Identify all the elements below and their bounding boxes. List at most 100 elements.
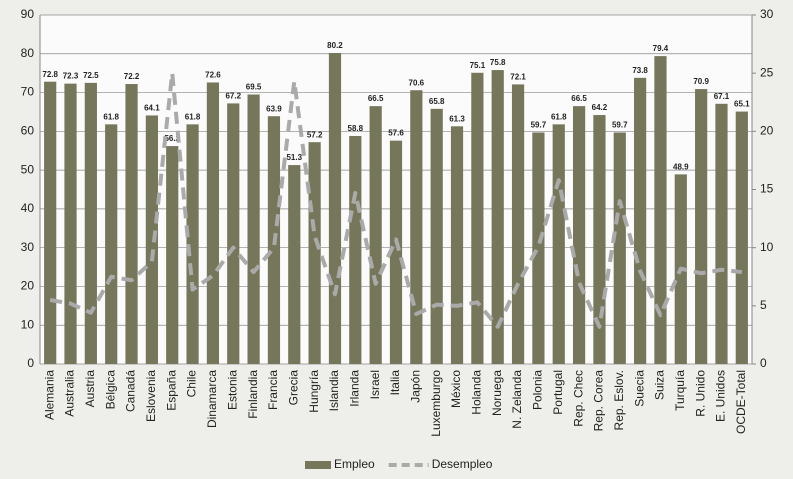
bar [511, 84, 525, 364]
legend-label: Desempleo [432, 457, 493, 471]
x-tick-label: Irlanda [347, 370, 361, 407]
value-label: 61.8 [185, 112, 201, 121]
x-tick-label: R. Unido [693, 370, 707, 417]
bar [572, 106, 586, 364]
value-label: 59.7 [531, 121, 547, 130]
bar [44, 81, 57, 364]
x-tick-label: Grecia [286, 370, 300, 406]
bar [532, 132, 545, 364]
bar [613, 132, 626, 364]
x-tick-label: Japón [409, 370, 423, 403]
value-label: 75.1 [470, 61, 486, 70]
value-label: 57.6 [388, 129, 404, 138]
x-tick-label: Bélgica [103, 370, 117, 410]
y2-tick-label: 0 [760, 356, 767, 370]
x-tick-label: Islandia [327, 370, 341, 412]
bar [166, 146, 179, 364]
bar [84, 82, 97, 364]
y2-tick-label: 5 [760, 298, 767, 312]
value-label: 58.8 [348, 124, 364, 133]
bar [552, 124, 565, 364]
bar [491, 70, 504, 364]
x-tick-label: Canadá [124, 370, 138, 412]
value-label: 61.8 [551, 112, 567, 121]
x-tick-label: Holanda [470, 370, 484, 415]
y-tick-label: 60 [21, 124, 35, 138]
bar [227, 103, 240, 364]
y-tick-label: 40 [21, 201, 35, 215]
bar [308, 142, 321, 364]
x-tick-label: Suiza [653, 370, 667, 400]
value-label: 72.3 [63, 72, 79, 81]
x-tick-label: Rep. Eslov. [612, 370, 626, 430]
x-tick-label: Luxemburgo [429, 370, 443, 437]
y-tick-label: 20 [21, 279, 35, 293]
bar [145, 115, 158, 364]
bar [186, 124, 199, 364]
y-tick-label: 0 [27, 356, 34, 370]
value-label: 66.5 [368, 94, 384, 103]
x-tick-label: Finlandia [246, 370, 260, 419]
value-label: 67.2 [225, 92, 241, 101]
x-tick-label: Dinamarca [205, 370, 219, 428]
y-tick-label: 90 [21, 7, 35, 21]
bar [450, 126, 464, 364]
x-tick-label: Chile [185, 370, 199, 398]
bar [125, 84, 138, 364]
x-tick-label: OCDE-Total [734, 370, 748, 434]
x-tick-label: Rep. Corea [592, 370, 606, 432]
x-tick-label: Estonia [225, 370, 239, 410]
bar [64, 83, 77, 365]
bar [430, 108, 443, 364]
y2-tick-label: 30 [760, 7, 774, 21]
value-label: 79.4 [653, 44, 669, 53]
value-label: 67.1 [714, 92, 730, 101]
legend-label: Empleo [334, 457, 375, 471]
x-tick-label: Francia [266, 370, 280, 410]
y-tick-label: 80 [21, 46, 35, 60]
bar [349, 135, 362, 364]
bar [593, 115, 606, 365]
value-label: 64.2 [592, 103, 608, 112]
bar [105, 124, 118, 364]
value-label: 59.7 [612, 121, 628, 130]
y2-tick-label: 25 [760, 65, 774, 79]
value-label: 48.9 [673, 162, 689, 171]
x-tick-label: Noruega [490, 370, 504, 416]
x-tick-label: Hungría [307, 370, 321, 413]
y-tick-label: 30 [21, 240, 35, 254]
y2-tick-label: 10 [760, 240, 774, 254]
bar [369, 106, 382, 364]
bar [715, 103, 728, 364]
x-tick-label: Eslovenia [144, 370, 158, 422]
value-label: 75.8 [490, 58, 506, 67]
value-label: 70.6 [409, 78, 425, 87]
bar [328, 53, 342, 364]
x-tick-label: Italia [388, 370, 402, 396]
x-tick-label: Portugal [551, 370, 565, 415]
value-label: 65.1 [734, 100, 750, 109]
bar [410, 90, 423, 365]
value-label: 66.5 [571, 94, 587, 103]
line [49, 71, 743, 329]
value-label: 72.2 [124, 72, 140, 81]
x-tick-label: Australia [63, 370, 77, 417]
x-tick-label: E. Unidos [714, 370, 728, 422]
bar [654, 56, 667, 365]
value-label: 80.2 [327, 41, 343, 50]
value-label: 73.8 [632, 66, 648, 75]
x-tick-label: Suecia [632, 370, 646, 407]
y-tick-label: 70 [21, 85, 35, 99]
value-label: 63.9 [266, 104, 282, 113]
x-tick-label: N. Zelanda [510, 370, 524, 429]
x-tick-label: México [449, 370, 463, 408]
value-label: 72.8 [42, 70, 58, 79]
bar [206, 82, 220, 365]
value-label: 51.3 [286, 153, 302, 162]
value-label: 72.1 [510, 73, 526, 82]
bar [735, 111, 748, 364]
bar [389, 140, 403, 364]
value-label: 56.2 [164, 134, 180, 143]
x-tick-label: España [164, 370, 178, 411]
value-label: 64.1 [144, 104, 160, 113]
